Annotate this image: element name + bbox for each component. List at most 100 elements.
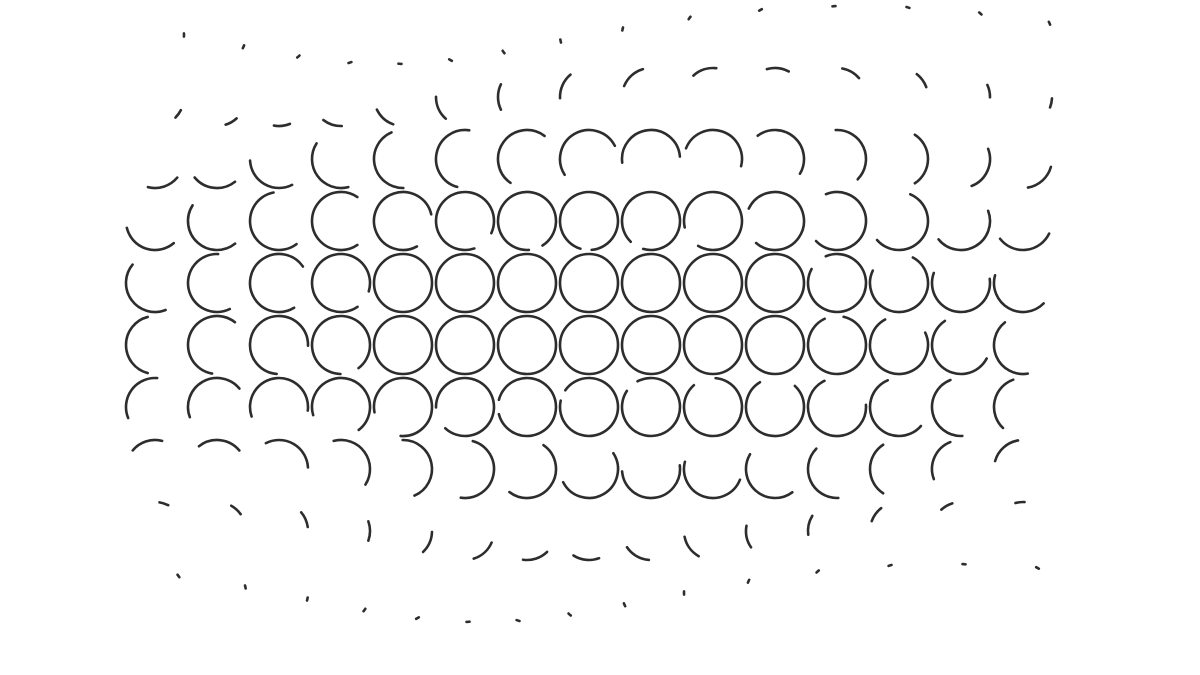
arc-cell [178,575,180,577]
arc-cell [1028,167,1051,188]
arc-cell [436,316,494,374]
arc-cell [684,316,742,374]
arc-cell [374,254,432,312]
arc-cell [436,192,494,250]
arc-cell [195,177,235,188]
arc-cell [159,502,168,505]
arc-cell [684,378,742,436]
arc-cell [994,322,1028,374]
arc-cell [312,378,370,430]
arc-cell [746,526,751,547]
arc-cell [932,273,990,312]
arc-cell [749,192,804,250]
arc-cell [517,620,520,621]
arc-cell [917,74,926,87]
arc-cell [297,56,299,58]
arc-cell [498,316,556,374]
arc-cell [274,124,290,126]
arc-cell [423,532,432,552]
arc-cell [523,552,547,560]
arc-cell [250,161,292,188]
arc-cell [560,254,618,312]
arc-cell [816,570,818,572]
arc-cell [746,454,792,498]
arc-cell [126,265,166,312]
arc-cell [245,585,246,588]
arc-cell [746,382,804,436]
arc-cell [133,440,162,450]
arc-cell [449,59,452,61]
arc-cell [188,205,235,250]
arc-cell [808,381,866,436]
arc-cell [907,7,910,8]
arc-cell [915,135,928,184]
arc-cell [364,609,366,611]
arc-cell [368,521,370,540]
arc-cell [499,378,556,436]
arc-cell [126,378,157,418]
arc-cell [622,130,680,163]
arc-cell [686,130,742,166]
arc-cell [808,516,812,535]
arc-cell [374,316,432,374]
arc-cell [693,68,716,76]
arc-cell [312,143,348,188]
arc-cell [624,603,625,606]
arc-cell [199,440,239,451]
arc-cell [836,130,866,179]
arc-cell [622,378,680,436]
arc-cell [188,316,235,374]
arc-cell [334,440,370,485]
arc-cell [312,316,370,374]
arc-cell [870,380,921,436]
arc-cell [808,449,838,498]
arc-cell [374,378,432,436]
arc-cell [994,275,1044,312]
arc-cell [250,254,303,312]
arc-cell [498,84,501,109]
arc-cell [1000,234,1049,250]
arc-cell [684,462,740,498]
arc-cell [767,68,789,71]
arc-cell [758,130,804,174]
arc-cell [560,40,561,43]
arc-cell [250,316,308,374]
arc-cell [560,316,618,374]
arc-cell [870,258,928,312]
arc-cell [816,192,866,250]
arc-cell [461,441,494,498]
arc-cell [1049,22,1050,25]
arc-cell [622,27,623,30]
arc-cell [503,51,505,53]
arc-cell [684,192,742,250]
arc-cell [266,440,308,467]
arc-cell [416,617,419,619]
arc-cell [349,62,352,63]
arc-cell [560,130,615,175]
arc-cell [870,445,883,494]
arc-cell [622,465,680,498]
arc-cell [932,321,987,374]
arc-cell [689,17,691,19]
arc-cell [746,254,804,312]
arc-cell [312,254,370,312]
arc-cell [979,12,981,14]
arc-cell [939,211,990,250]
arc-cell [312,192,357,250]
arc-cell [226,118,237,124]
arc-cell [972,149,990,186]
arc-cell [627,547,649,560]
arc-cell [622,192,680,250]
arc-cell [759,9,762,11]
arc-cell [498,254,556,312]
arc-cell [624,69,643,86]
arc-cell [250,378,308,417]
arc-cell [188,254,230,312]
arc-cell [842,68,859,78]
arc-cell [474,543,492,559]
arc-cell [250,193,297,250]
arc-cell [573,556,599,560]
arc-cell [684,254,742,312]
arc-cell [808,254,866,312]
arc-cell [995,440,1018,461]
